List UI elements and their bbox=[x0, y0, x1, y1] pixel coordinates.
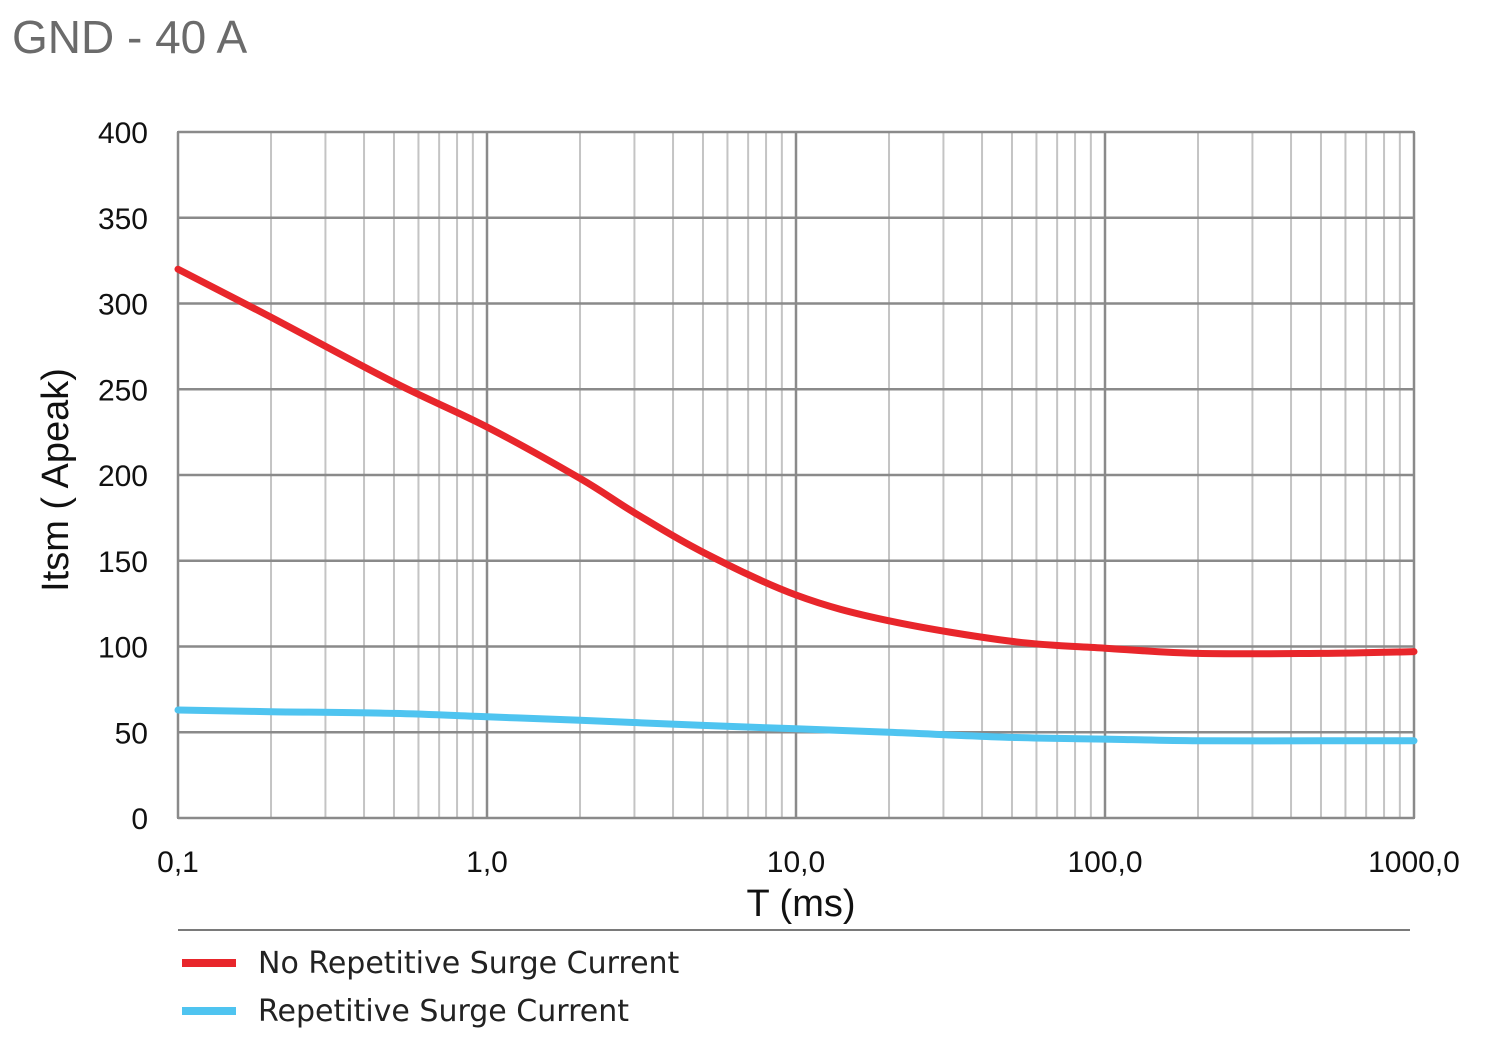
x-tick-label: 1,0 bbox=[466, 846, 508, 879]
y-tick-label: 400 bbox=[98, 117, 148, 150]
series-lines bbox=[174, 265, 1418, 745]
y-tick-label: 350 bbox=[98, 203, 148, 236]
x-axis-label: T (ms) bbox=[746, 883, 855, 925]
x-tick-label: 100,0 bbox=[1067, 846, 1142, 879]
y-tick-label: 50 bbox=[115, 717, 148, 750]
y-tick-label: 300 bbox=[98, 289, 148, 322]
x-tick-label: 10,0 bbox=[767, 846, 825, 879]
y-tick-label: 150 bbox=[98, 546, 148, 579]
legend-label-2: Repetitive Surge Current bbox=[258, 994, 629, 1029]
plot-frame bbox=[177, 131, 1415, 819]
y-tick-label: 100 bbox=[98, 632, 148, 665]
x-tick-labels: 0,1 1,0 10,0 100,0 1000,0 bbox=[157, 846, 1460, 879]
chart-title: GND - 40 A bbox=[12, 11, 248, 63]
x-tick-label: 0,1 bbox=[157, 846, 199, 879]
y-tick-label: 0 bbox=[131, 803, 148, 836]
series-line-1 bbox=[174, 265, 1418, 658]
y-axis-label: Itsm ( Apeak) bbox=[35, 368, 77, 592]
y-tick-label: 200 bbox=[98, 460, 148, 493]
legend-label-1: No Repetitive Surge Current bbox=[258, 946, 680, 981]
legend: No Repetitive Surge Current Repetitive Su… bbox=[182, 946, 680, 1029]
y-tick-labels: 0 50 100 150 200 250 300 350 400 bbox=[98, 117, 148, 836]
y-tick-label: 250 bbox=[98, 374, 148, 407]
x-tick-label: 1000,0 bbox=[1368, 846, 1460, 879]
series-line-2 bbox=[174, 706, 1418, 745]
